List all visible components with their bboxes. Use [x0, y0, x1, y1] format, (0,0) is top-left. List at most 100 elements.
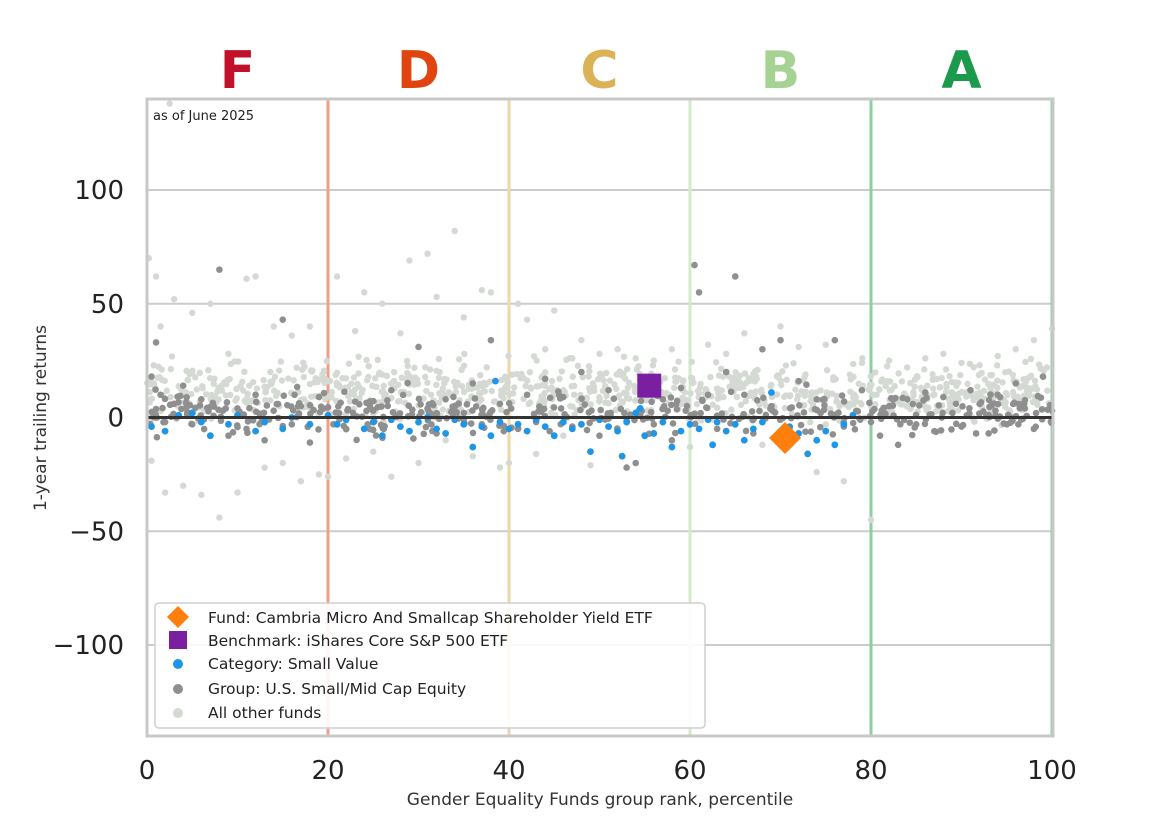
- point-other: [792, 386, 799, 393]
- point-group: [894, 441, 902, 449]
- point-category: [831, 441, 839, 449]
- point-category: [206, 432, 214, 440]
- point-group: [261, 436, 268, 444]
- point-other: [833, 398, 840, 405]
- point-group: [669, 420, 677, 427]
- x-tick-label: 60: [673, 756, 706, 786]
- point-group: [550, 404, 558, 411]
- point-other: [441, 379, 448, 387]
- point-other: [625, 379, 633, 386]
- point-group: [396, 410, 404, 417]
- point-other: [886, 378, 894, 385]
- point-other: [496, 464, 504, 471]
- point-other: [596, 394, 603, 401]
- point-group: [209, 399, 217, 407]
- point-group: [417, 401, 424, 408]
- y-tick-label: 50: [91, 290, 124, 320]
- point-group: [753, 397, 761, 404]
- point-other: [907, 379, 914, 387]
- point-other: [270, 323, 277, 330]
- point-other: [252, 273, 259, 280]
- point-group: [176, 392, 184, 400]
- point-other: [210, 380, 217, 387]
- point-group: [967, 386, 974, 394]
- point-other: [542, 369, 549, 376]
- point-other: [332, 371, 339, 379]
- point-group: [800, 409, 808, 416]
- point-group: [882, 410, 889, 418]
- point-category: [759, 418, 766, 426]
- point-group: [768, 402, 775, 410]
- point-group: [683, 402, 691, 410]
- point-group: [344, 405, 352, 413]
- point-other: [477, 389, 484, 397]
- point-group: [704, 391, 712, 399]
- point-other: [867, 516, 875, 524]
- point-group: [460, 409, 468, 417]
- legend-box: [154, 602, 706, 729]
- point-group: [849, 419, 857, 427]
- point-other: [603, 392, 610, 400]
- point-group: [252, 398, 260, 406]
- point-other: [350, 374, 358, 381]
- point-group: [987, 391, 994, 398]
- point-other: [316, 376, 324, 383]
- point-other: [929, 371, 936, 378]
- point-group: [991, 427, 998, 434]
- point-other: [873, 391, 880, 398]
- point-other: [152, 273, 160, 280]
- point-group: [233, 422, 241, 429]
- point-other: [813, 468, 820, 476]
- point-category: [568, 425, 576, 433]
- point-other: [602, 399, 609, 406]
- point-category: [804, 450, 812, 458]
- point-other: [405, 390, 413, 398]
- point-other: [750, 370, 757, 378]
- point-group: [952, 420, 960, 428]
- x-axis-label: Gender Equality Funds group rank, percen…: [407, 790, 793, 810]
- point-other: [274, 389, 281, 397]
- point-other: [192, 374, 199, 381]
- point-other: [241, 368, 248, 376]
- point-other: [673, 378, 680, 385]
- point-group: [931, 427, 938, 435]
- point-other: [261, 383, 268, 391]
- point-other: [833, 392, 840, 400]
- point-other: [374, 356, 381, 364]
- point-group: [1038, 406, 1046, 413]
- point-other: [148, 457, 155, 464]
- point-other: [355, 353, 362, 360]
- point-group: [677, 384, 685, 392]
- x-tick-labels: 0 20 40 60 80 100: [139, 756, 1077, 786]
- point-other: [323, 357, 331, 365]
- point-other: [596, 350, 603, 357]
- point-other: [963, 393, 970, 400]
- point-group: [442, 396, 449, 403]
- point-category: [686, 420, 694, 428]
- point-group: [851, 426, 859, 433]
- point-other: [929, 385, 937, 392]
- point-group: [450, 393, 457, 401]
- point-other: [369, 382, 376, 389]
- point-category: [605, 423, 612, 430]
- point-group: [885, 402, 893, 410]
- point-other: [460, 314, 467, 321]
- point-other: [535, 383, 542, 390]
- point-category: [740, 436, 748, 444]
- point-group: [353, 436, 360, 444]
- point-other: [723, 350, 730, 357]
- point-other: [159, 376, 166, 384]
- point-group: [415, 395, 423, 403]
- point-other: [675, 358, 682, 365]
- point-category: [460, 420, 468, 428]
- point-other: [498, 376, 505, 384]
- point-other: [751, 378, 759, 385]
- point-category: [722, 427, 730, 435]
- point-other: [742, 398, 749, 405]
- point-other: [167, 393, 174, 401]
- point-group: [966, 404, 973, 412]
- point-other: [370, 448, 377, 455]
- point-other: [994, 352, 1001, 360]
- point-other: [922, 355, 929, 362]
